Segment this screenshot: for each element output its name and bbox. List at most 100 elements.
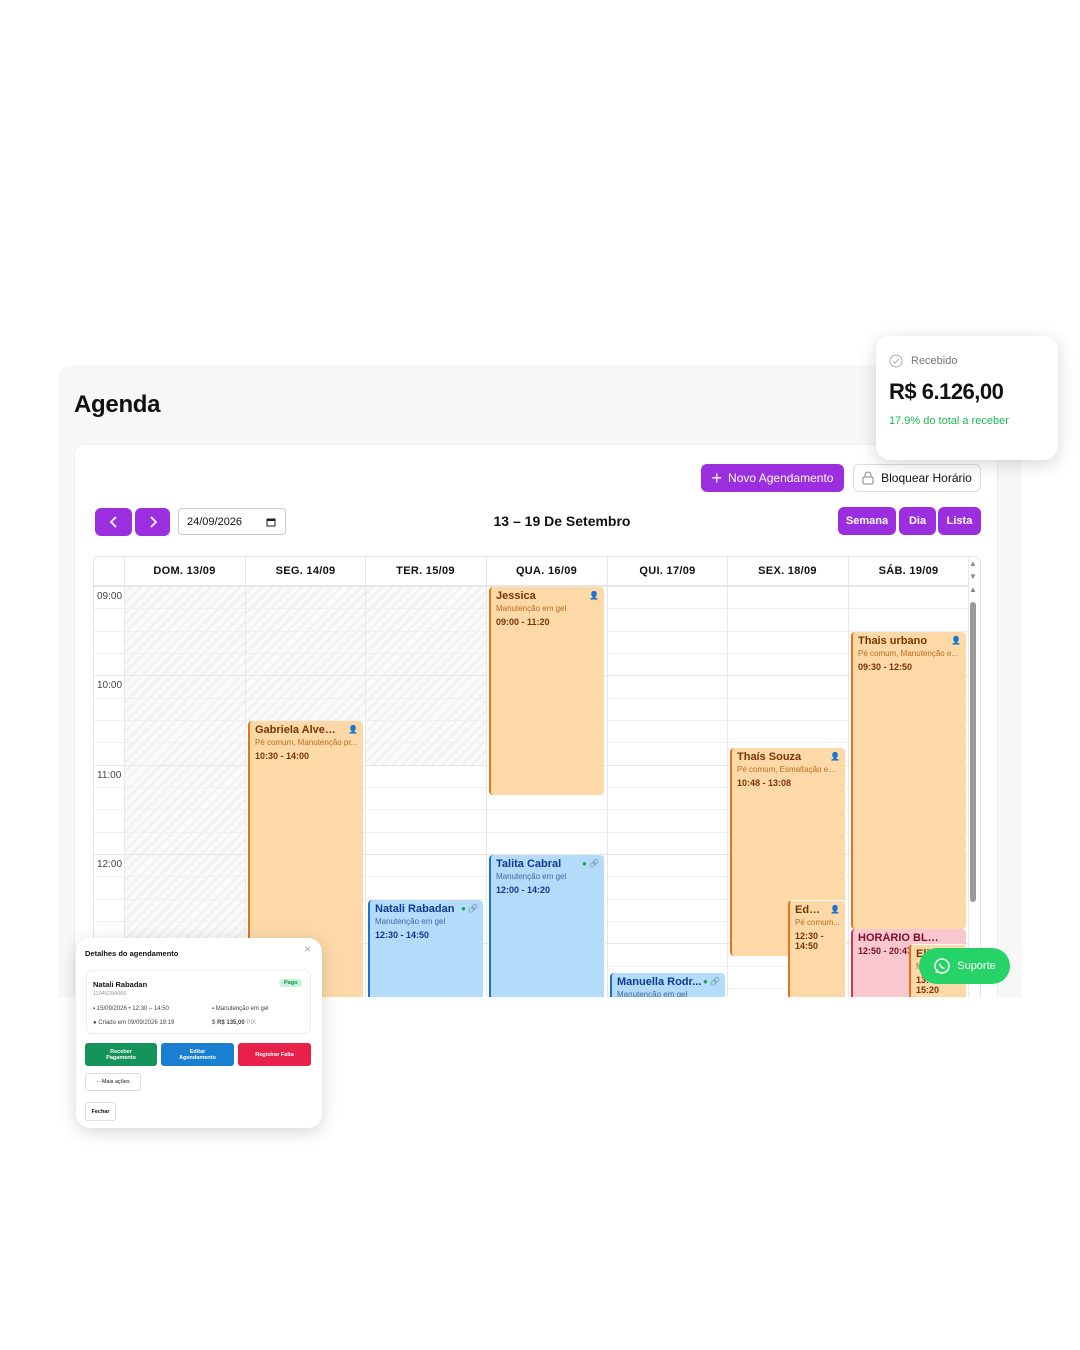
person-icon: 👤 [348, 725, 358, 734]
next-week-button[interactable] [135, 508, 170, 536]
hour-label: 12:00 [97, 858, 123, 870]
day-view-button[interactable]: Dia [899, 507, 936, 535]
scrollbar [970, 602, 976, 902]
support-button[interactable]: Suporte [919, 948, 1010, 984]
received-card: Recebido R$ 6.126,00 17.9% do total a re… [876, 336, 1058, 460]
appointment-service: Manutenção em gel [496, 872, 567, 881]
scroll-arrow: ▼ [969, 572, 977, 581]
received-label: Recebido [911, 355, 958, 367]
page-title: Agenda [74, 391, 161, 418]
grid-line [124, 557, 125, 997]
hour-label: 10:00 [97, 680, 123, 692]
date-input[interactable]: 24/09/2026 [178, 508, 286, 535]
appointment-time: 09:30 - 12:50 [858, 662, 913, 672]
grid-line [94, 853, 968, 855]
received-amount: R$ 6.126,00 [889, 379, 1004, 404]
grid-line [94, 831, 968, 833]
appointment-service: Pé comum, Manutenção e... [858, 649, 959, 658]
grid-line [245, 557, 246, 997]
new-appointment-button[interactable]: + Novo Agendamento [701, 464, 844, 492]
appointment-time: 09:00 - 11:20 [496, 617, 550, 627]
when-text: 15/09/2026 • 12:30 – 14:50 [96, 1006, 169, 1012]
price: $ R$ 135,00 PIX [212, 1020, 257, 1026]
appointment[interactable]: Manuella Rodr... Manutenção em gel ● 🔗 [610, 973, 725, 997]
person-icon: 👤 [830, 905, 840, 914]
received-note: 17.9% do total a receber [889, 415, 1009, 427]
person-icon: 👤 [830, 752, 840, 761]
appointment-time: 10:48 - 13:08 [737, 778, 792, 788]
appointment-time: 12:30 - 14:50 [375, 930, 430, 940]
week-grid: DOM. 13/09 SEG. 14/09 TER. 15/09 QUA. 16/09… [93, 556, 981, 997]
appointment-name: Gabriela Alves ral... [255, 724, 357, 736]
list-view-button[interactable]: Lista [938, 507, 981, 535]
day-header: DOM. 13/09 [124, 557, 245, 586]
prev-week-button[interactable] [95, 508, 132, 536]
appointment-time: 12:00 - 14:20 [496, 885, 551, 895]
appointment-service: Manutenção em gel [496, 604, 567, 613]
details-popup: Detalhes do agendamento × Natali Rabadan… [76, 938, 322, 1128]
day-header: QUA. 16/09 [486, 557, 607, 586]
appointment-service: Pé comum, Esmaltação em... [737, 765, 840, 774]
chevron-left [109, 516, 117, 528]
unavailable-slot [124, 586, 245, 997]
client-phone: 11945284066 [93, 991, 127, 997]
person-icon: 👤 [951, 636, 961, 645]
appointment-name: Thais urbano [858, 635, 928, 647]
hour-label: 09:00 [97, 591, 123, 602]
appointment-time: 12:30 - 14:50 [795, 931, 824, 951]
appointment-time: 10:30 - 14:00 [255, 751, 310, 761]
method: PIX [246, 1020, 257, 1026]
grid-line [968, 557, 969, 997]
service: ▪ Manutenção em gel [212, 1006, 269, 1012]
grid-line [727, 557, 728, 997]
person-icon: 👤 [589, 591, 599, 600]
appointment-name: Jessica [496, 590, 536, 602]
created: ● Criado em 09/09/2026 19:19 [93, 1020, 175, 1026]
more-actions-button[interactable]: ··· Mais ações [85, 1073, 141, 1091]
receive-payment-button[interactable]: Receber Pagamento [85, 1043, 157, 1066]
grid-line [848, 557, 849, 997]
status-icons: ● 🔗 [460, 904, 478, 913]
check-icon [889, 354, 903, 368]
status-icons: ● 🔗 [581, 859, 599, 868]
button-label: Novo Agendamento [728, 471, 834, 485]
day-header: QUI. 17/09 [607, 557, 728, 586]
details-title: Detalhes do agendamento [85, 949, 179, 958]
appointment[interactable]: Talita Cabral Manutenção em gel 12:00 - 14… [489, 855, 604, 997]
grid-line [486, 557, 487, 997]
close-icon[interactable]: × [304, 942, 312, 956]
scroll-arrow: ▲ [969, 585, 977, 594]
appointment[interactable]: Jessica Manutenção em gel 09:00 - 11:20 👤 [489, 587, 604, 795]
grid-line [94, 809, 968, 811]
created-text: Criado em 09/09/2026 19:19 [98, 1020, 175, 1026]
appointment-summary: Natali Rabadan 11945284066 Pago ▪ 15/09/… [86, 970, 311, 1034]
scroll-arrow: ▲ [969, 559, 977, 568]
appointment-service: Pé comum, Manutenção pr... [255, 738, 358, 747]
appointment[interactable]: Edua... Pé comum... 12:30 - 14:50 👤 [788, 900, 846, 997]
chevron-right [149, 516, 157, 528]
block-time-button[interactable]: Bloquear Horário [853, 464, 981, 492]
grid-line [365, 557, 366, 997]
main-panel: Agenda + Novo Agendamento Bloquear Horári… [58, 365, 1022, 997]
day-header: SEX. 18/09 [727, 557, 848, 586]
hour-label: 11:00 [97, 769, 122, 781]
appointment[interactable]: Natali Rabadan Manutenção em gel 12:30 - 1… [368, 900, 483, 997]
calendar-icon [266, 518, 276, 526]
day-header: SÁB. 19/09 [848, 557, 969, 586]
lock-icon [862, 471, 874, 485]
plus-icon: + [711, 467, 723, 488]
week-view-button[interactable]: Semana [838, 507, 896, 535]
appointment-name: HORÁRIO BLOQUE... [858, 932, 961, 944]
more-label: Mais ações [101, 1079, 130, 1085]
close-button[interactable]: Fechar [85, 1102, 116, 1121]
week-range: 13 – 19 De Setembro [493, 513, 631, 529]
appointment[interactable]: Thais urbano Pé comum, Manutenção e... 09:… [851, 632, 966, 929]
status-badge: Pago [279, 979, 303, 987]
grid-line [607, 557, 608, 997]
date-value: 24/09/2026 [187, 515, 243, 528]
appointment-service: Manutenção em gel [375, 917, 446, 926]
client-name: Natali Rabadan [93, 980, 148, 989]
grid-line [94, 586, 968, 587]
edit-button[interactable]: Editar Agendamento [161, 1043, 234, 1066]
register-absence-button[interactable]: Registrar Falta [238, 1043, 311, 1066]
